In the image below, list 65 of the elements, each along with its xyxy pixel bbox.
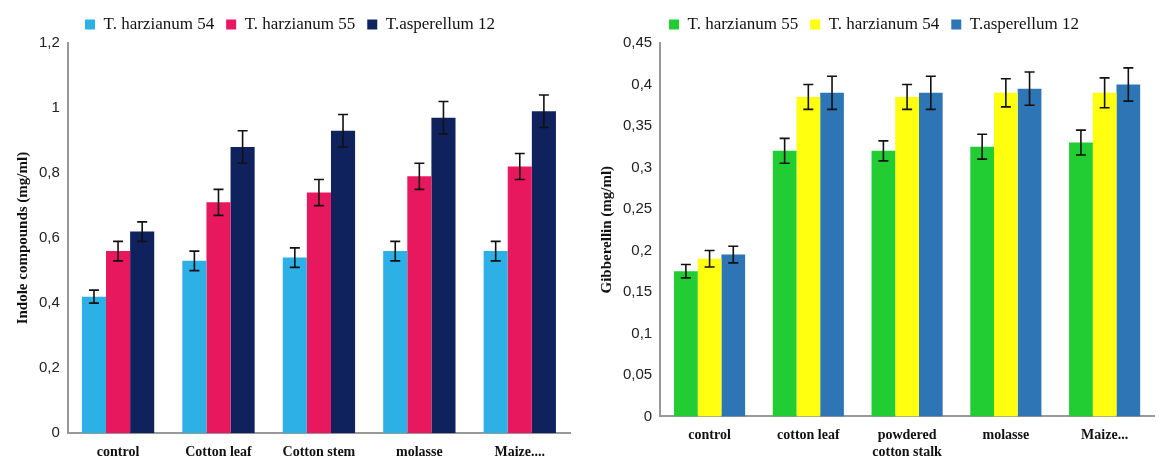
bar (772, 150, 797, 417)
y-tick-label: 0 (643, 406, 653, 424)
y-tick-label: 1,2 (38, 33, 60, 51)
y-tick-label: 0,4 (38, 293, 60, 311)
x-tick-label: molasse (982, 427, 1030, 443)
x-tick-label: Cotton stem (282, 444, 356, 460)
y-tick-label: 0,15 (622, 282, 653, 300)
bar (130, 231, 155, 434)
bar (431, 117, 456, 434)
bar (674, 271, 698, 417)
legend-label: T.asperellum 12 (969, 13, 1079, 33)
y-tick-label: 0,2 (631, 240, 653, 258)
y-tick-label: 0,35 (622, 116, 653, 134)
x-tick-label: powdered cotton stalk (872, 427, 943, 460)
x-tick-label: control (688, 427, 731, 443)
bar (994, 92, 1018, 417)
bar (531, 111, 556, 434)
x-tick-label: control (96, 444, 140, 460)
y-tick-label: 0,3 (631, 157, 653, 175)
bar (871, 150, 896, 417)
x-tick-label: Maize.... (494, 444, 546, 460)
legend-label: T. harzianum 55 (244, 13, 356, 33)
y-tick-label: 0,1 (631, 323, 653, 341)
bar (383, 251, 408, 434)
x-tick-label: cotton leaf (777, 427, 840, 443)
bar (1116, 84, 1141, 417)
bar (895, 96, 919, 417)
bar (918, 92, 943, 417)
bar (697, 258, 722, 417)
bar (407, 176, 432, 434)
bar (81, 296, 107, 434)
y-tick-label: 0,2 (38, 358, 60, 376)
bar (721, 254, 746, 417)
x-tick-label: molasse (396, 444, 443, 460)
legend-label: T. harzianum 54 (828, 13, 940, 33)
bar (1069, 142, 1093, 417)
bar (206, 202, 231, 434)
y-tick-label: 0,8 (38, 163, 60, 181)
legend-label: T. harzianum 54 (103, 13, 215, 33)
bar (182, 260, 207, 434)
bar (507, 166, 532, 434)
bar (306, 192, 331, 434)
y-axis-title: Indole compounds (mg/ml) (13, 151, 31, 325)
bar (820, 92, 844, 417)
legend-label: T. harzianum 55 (687, 13, 799, 33)
y-tick-label: 0,05 (622, 365, 653, 383)
legend-label: T.asperellum 12 (385, 13, 495, 33)
bar (796, 96, 821, 417)
y-tick-label: 0,6 (38, 228, 60, 246)
bar (330, 130, 356, 434)
x-tick-label: Maize... (1081, 427, 1129, 443)
bar (106, 251, 131, 434)
y-tick-label: 0 (51, 423, 60, 441)
y-tick-label: 0,45 (622, 33, 653, 51)
y-tick-label: 1 (51, 98, 60, 116)
bar (230, 147, 255, 434)
bar (1017, 88, 1042, 417)
bar (970, 146, 995, 417)
x-tick-label: Cotton leaf (185, 444, 253, 460)
y-tick-label: 0,4 (631, 74, 653, 92)
y-axis-title: Gibberellin (mg/ml) (597, 165, 615, 294)
bar (1092, 92, 1117, 417)
y-tick-label: 0,25 (622, 199, 653, 217)
bar (483, 251, 508, 434)
bar (282, 257, 307, 434)
